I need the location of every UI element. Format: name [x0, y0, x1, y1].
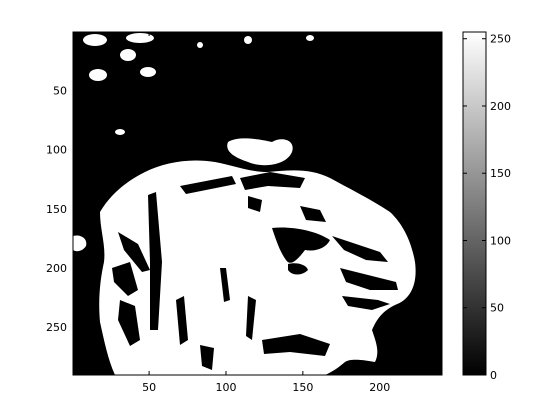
- x-tick-label: 100: [215, 381, 236, 394]
- x-tick-label: 200: [369, 381, 390, 394]
- x-tick-label: 50: [142, 381, 156, 394]
- speckle: [115, 129, 125, 135]
- fold: [176, 296, 188, 345]
- colorbar-gradient: [462, 31, 487, 376]
- fold: [342, 296, 390, 310]
- y-tick-label: 50: [53, 85, 67, 98]
- fold: [262, 334, 330, 356]
- colorbar-tick-label: 200: [490, 100, 511, 113]
- speckle: [244, 36, 252, 44]
- speckle: [140, 67, 156, 77]
- fold: [340, 268, 398, 290]
- fold: [248, 196, 262, 212]
- colorbar-ticks: 0 50 100 150 200 250: [463, 33, 511, 382]
- left-edge-blob: [73, 235, 87, 252]
- fold: [272, 227, 330, 263]
- fold: [332, 236, 388, 262]
- image-axes: 50 100 150 200 50 100 150 200 250: [46, 31, 443, 394]
- fold: [118, 300, 140, 346]
- fold: [148, 192, 162, 330]
- y-tick-label: 100: [46, 144, 67, 157]
- colorbar-tick-label: 0: [490, 369, 497, 382]
- fold: [200, 345, 214, 370]
- colorbar-tick-label: 100: [490, 234, 511, 247]
- fold: [180, 176, 236, 194]
- shadow-folds: [112, 172, 398, 370]
- fold: [220, 268, 230, 302]
- speckle: [306, 35, 314, 41]
- fold: [240, 172, 305, 190]
- colorbar-tick-label: 50: [490, 302, 504, 315]
- colorbar: 0 50 100 150 200 250: [462, 31, 511, 382]
- y-tick-label: 200: [46, 262, 67, 275]
- speckle: [197, 42, 203, 48]
- y-tick-label: 250: [46, 321, 67, 334]
- speckle: [83, 34, 107, 46]
- colorbar-tick-label: 150: [490, 167, 511, 180]
- fold: [246, 296, 256, 340]
- head-blob: [227, 138, 293, 166]
- x-tick-label: 150: [292, 381, 313, 394]
- colorbar-tick-label: 250: [490, 33, 511, 46]
- axes-frame: [72, 31, 443, 376]
- y-ticks: 50 100 150 200 250: [46, 85, 442, 334]
- speckle: [126, 33, 154, 43]
- x-ticks: 50 100 150 200: [142, 32, 390, 394]
- y-tick-label: 150: [46, 203, 67, 216]
- fold: [112, 262, 138, 296]
- fold: [118, 232, 150, 272]
- speckle: [89, 69, 107, 81]
- fold: [300, 206, 326, 222]
- speckle: [120, 49, 136, 61]
- fold: [288, 263, 308, 275]
